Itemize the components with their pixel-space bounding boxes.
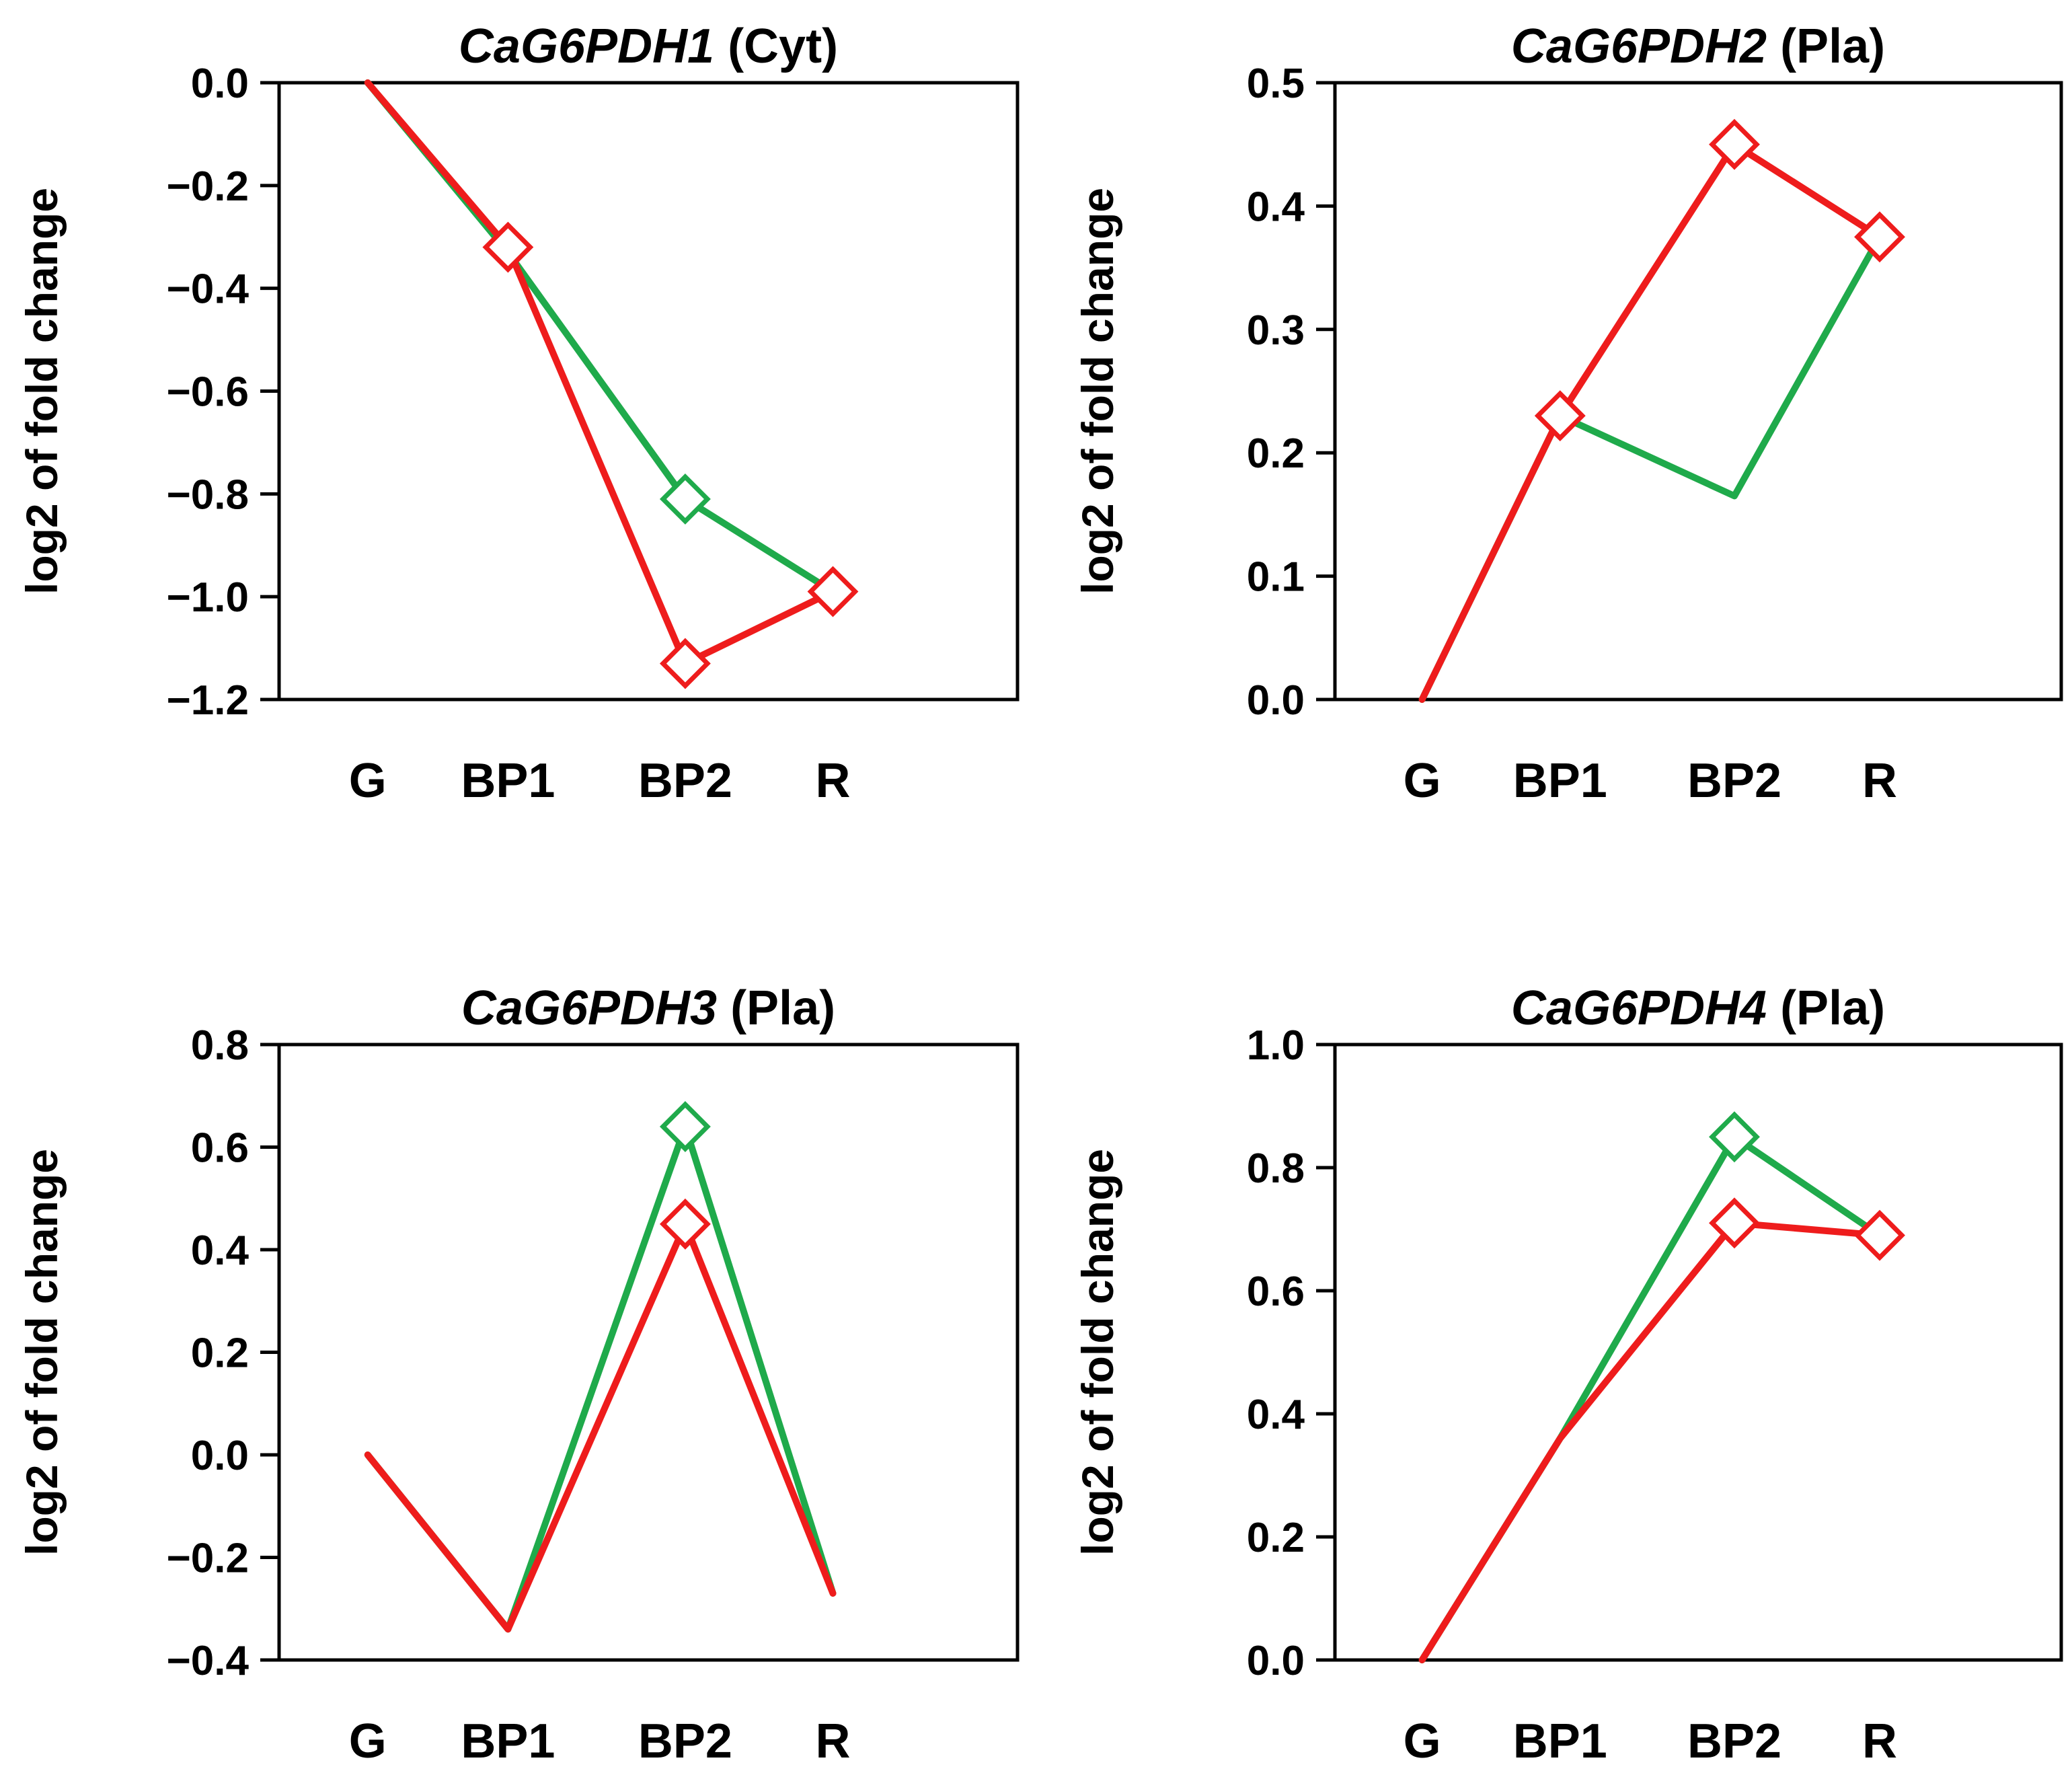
chart-title: CaG6PDH2 (Pla) [1511, 20, 1885, 73]
x-tick-label: G [1404, 754, 1441, 808]
x-tick-label: R [1862, 754, 1897, 808]
chart-panel-3: CaG6PDH3 (Pla) log2 of fold change 0.8 0.6 0… [17, 981, 1020, 1768]
y-tick-label: 0.6 [191, 1125, 249, 1172]
y-tick-label: 0.2 [1247, 430, 1305, 477]
series-line-red [1418, 1219, 1883, 1663]
y-tick-label: −0.4 [167, 266, 250, 313]
y-tick-label: −1.0 [167, 574, 249, 621]
x-tick-label: BP2 [1687, 1714, 1781, 1768]
plot-frame [277, 81, 1020, 702]
y-tick-label: 0.6 [1247, 1269, 1305, 1315]
y-tick-label: 1.0 [1247, 1022, 1305, 1069]
data-point-red [482, 221, 534, 273]
data-point-red [659, 638, 711, 689]
x-tick-label: G [349, 1714, 387, 1768]
data-point-green [1709, 1111, 1760, 1163]
y-axis-label: log2 of fold change [17, 188, 67, 595]
chart-title: CaG6PDH4 (Pla) [1511, 981, 1885, 1035]
y-tick-label: −0.6 [167, 369, 249, 416]
chart-title-suffix: (Cyt) [714, 20, 838, 73]
data-point-red [807, 566, 859, 617]
chart-title-suffix: (Pla) [1767, 20, 1885, 73]
x-tick-label: R [816, 754, 851, 808]
y-tick-label: 0.2 [191, 1330, 249, 1377]
y-axis-label: log2 of fold change [17, 1149, 67, 1556]
x-tick-label: BP1 [461, 1714, 555, 1768]
x-tick-label: BP1 [1513, 754, 1607, 808]
series-line-green [364, 1123, 837, 1633]
y-tick-label: −0.8 [167, 471, 249, 518]
chart-title-suffix: (Pla) [1767, 981, 1885, 1035]
chart-title-suffix: (Pla) [717, 981, 835, 1035]
chart-title-gene: CaG6PDH2 [1511, 20, 1767, 73]
x-tick-label: BP2 [1687, 754, 1781, 808]
series-line-red [364, 1220, 837, 1633]
data-point-red [659, 1198, 711, 1250]
data-point-green [659, 474, 711, 525]
y-tick-label: 0.4 [1247, 1392, 1305, 1438]
y-tick-label: 0.3 [1247, 307, 1305, 354]
plot-frame [277, 1043, 1020, 1662]
data-point-red [1854, 211, 1905, 263]
y-tick-label: 0.5 [1247, 61, 1305, 107]
series-line-red [1418, 141, 1883, 703]
series-line-green [1418, 233, 1883, 703]
y-axis-label: log2 of fold change [1073, 188, 1122, 595]
chart-title: CaG6PDH3 (Pla) [461, 981, 835, 1035]
chart-panel-1: CaG6PDH1 (Cyt) log2 of fold change 0.0 −0.2… [17, 20, 1020, 808]
chart-title-gene: CaG6PDH4 [1511, 981, 1767, 1035]
y-tick-label: −0.2 [167, 1536, 249, 1582]
chart-title: CaG6PDH1 (Cyt) [459, 20, 838, 73]
y-tick-label: −0.2 [167, 163, 249, 210]
y-tick-label: 0.1 [1247, 554, 1305, 601]
chart-panel-4: CaG6PDH4 (Pla) log2 of fold change 1.0 0.8 0… [1073, 981, 2063, 1768]
y-tick-label: 0.0 [1247, 677, 1305, 724]
plot-frame [1333, 1043, 2063, 1662]
x-tick-label: BP1 [461, 754, 555, 808]
y-tick-label: −0.4 [167, 1638, 250, 1684]
data-point-green [659, 1101, 711, 1152]
y-tick-label: 0.0 [191, 1433, 249, 1479]
x-tick-label: G [1404, 1714, 1441, 1768]
x-tick-label: R [816, 1714, 851, 1768]
data-point-red [1854, 1209, 1905, 1261]
y-tick-label: 0.2 [1247, 1515, 1305, 1561]
y-tick-label: −1.2 [167, 677, 249, 724]
x-tick-label: BP2 [638, 754, 732, 808]
y-tick-label: 0.8 [191, 1022, 249, 1069]
chart-panel-2: CaG6PDH2 (Pla) log2 of fold change 0.5 0.4 0… [1073, 20, 2063, 808]
data-point-red [1534, 390, 1586, 442]
y-tick-label: 0.0 [191, 61, 249, 107]
series-line-green [1418, 1133, 1883, 1663]
chart-title-gene: CaG6PDH3 [461, 981, 717, 1035]
series-line-red [364, 79, 837, 667]
y-axis-label: log2 of fold change [1073, 1149, 1122, 1556]
chart-title-gene: CaG6PDH1 [459, 20, 714, 73]
x-tick-label: R [1862, 1714, 1897, 1768]
plot-frame [1333, 81, 2063, 702]
x-tick-label: G [349, 754, 387, 808]
data-point-red [1709, 1197, 1760, 1249]
series-line-green [364, 79, 837, 595]
x-tick-label: BP2 [638, 1714, 732, 1768]
y-tick-label: 0.8 [1247, 1145, 1305, 1192]
data-point-red [1709, 118, 1760, 170]
y-tick-label: 0.4 [1247, 184, 1305, 230]
x-tick-label: BP1 [1513, 1714, 1607, 1768]
y-tick-label: 0.4 [191, 1228, 250, 1274]
y-tick-label: 0.0 [1247, 1638, 1305, 1684]
